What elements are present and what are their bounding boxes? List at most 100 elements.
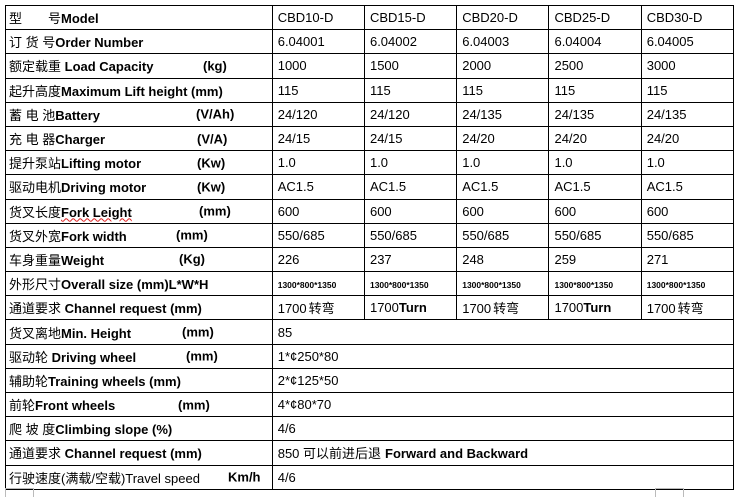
table-row: 行驶速度(满载/空载)Travel speed Km/h 4/6 xyxy=(5,464,735,490)
value-cell: CBD15-D xyxy=(363,4,458,31)
table-row: 车身重量Weight (Kg) 226 237 248 259 271 xyxy=(5,246,735,273)
cell-value: AC1.5 xyxy=(277,179,314,195)
value-cell: CBD25-D xyxy=(548,4,642,31)
cell-value: 3000 xyxy=(646,58,676,74)
row-label: 通道要求 Channel request (mm) xyxy=(5,440,273,466)
value-cell: 24/20 xyxy=(640,125,735,152)
label-en: Maximum Lift height (mm) xyxy=(61,83,223,99)
cell-value: 550/685 xyxy=(277,227,325,243)
value-cell: 271 xyxy=(640,246,735,273)
table-row: 货叉长度Fork Leight (mm) 600 600 600 600 600 xyxy=(5,198,735,224)
table-row: 驱动轮 Driving wheel (mm) 1*¢250*80 xyxy=(5,343,735,369)
cell-value: 1500 xyxy=(369,58,399,74)
cell-value: 1700 xyxy=(646,301,676,317)
table-row: 外形尺寸Overall size (mm)L*W*H 1300*800*1350 1… xyxy=(5,271,735,297)
value-cell-merged: 85 xyxy=(271,319,735,345)
value-cell: 226 xyxy=(271,246,365,273)
value-cell: 1.0 xyxy=(548,150,642,176)
cell-value: 600 xyxy=(554,203,577,219)
label-en: Load Capacity xyxy=(64,59,154,75)
value-cell: 24/120 xyxy=(271,101,365,127)
cell-value: CBD30-D xyxy=(646,10,703,26)
value-cell: 1500 xyxy=(363,53,458,79)
cell-value: 6.04002 xyxy=(369,34,417,50)
cell-suffix: Turn xyxy=(398,300,427,316)
value-cell: 6.04004 xyxy=(548,29,642,55)
table-row: 额定载重 Load Capacity (kg) 1000 1500 2000 2500 30… xyxy=(5,53,735,79)
label-en: Min. Height xyxy=(61,325,132,341)
value-cell: 1000 xyxy=(271,53,365,79)
value-cell: AC1.5 xyxy=(456,174,550,200)
label-en: Front wheels xyxy=(35,398,116,414)
value-cell: 115 xyxy=(456,77,550,103)
row-label: 起升高度Maximum Lift height (mm) xyxy=(5,77,273,103)
row-label: 行驶速度(满载/空载)Travel speed Km/h xyxy=(5,464,273,490)
cell-value: 248 xyxy=(462,251,484,267)
label-cn: 额定载重 xyxy=(9,59,65,75)
label-unit: (mm) xyxy=(182,324,214,340)
cell-value: AC1.5 xyxy=(646,179,683,195)
cell-value: 1000 xyxy=(277,58,307,74)
row-label: 订 货 号Order Number xyxy=(5,29,273,55)
label-unit: (V/Ah) xyxy=(196,106,235,122)
value-cell: 24/15 xyxy=(363,125,458,152)
label-en: Training wheels (mm) xyxy=(48,373,181,389)
table-row: 驱动电机Driving motor (Kw) AC1.5 AC1.5 AC1.5 AC1.… xyxy=(5,174,735,200)
label-cn: 外形尺寸 xyxy=(9,277,62,293)
cell-value: 24/15 xyxy=(369,131,403,147)
value-cell: 115 xyxy=(363,77,458,103)
value-cell: 1.0 xyxy=(363,150,458,176)
label-cn: 爬 坡 度 xyxy=(9,422,56,438)
cell-value: 1700 xyxy=(462,301,492,317)
value-cell: 550/685 xyxy=(548,222,642,248)
label-cn: 货叉外宽 xyxy=(9,228,62,244)
table-row: 货叉外宽Fork width (mm) 550/685 550/685 550/685 5… xyxy=(5,222,735,248)
cell-value: 600 xyxy=(646,203,669,219)
label-en: Model xyxy=(61,11,99,27)
cell-value: CBD25-D xyxy=(554,10,611,26)
cell-suffix: 转弯 xyxy=(308,301,335,317)
cell-value: 1300*800*1350 xyxy=(554,280,614,291)
label-cn: 型 号 xyxy=(9,11,62,27)
value-cell: 550/685 xyxy=(271,222,365,248)
value-cell: 1700 转弯 xyxy=(640,295,735,321)
value-cell: 24/15 xyxy=(271,125,365,152)
row-label: 额定载重 Load Capacity (kg) xyxy=(5,53,273,79)
value-cell: AC1.5 xyxy=(548,174,642,200)
cell-value: 6.04003 xyxy=(462,34,510,50)
cell-value: 24/135 xyxy=(646,106,687,122)
value-cell: 24/135 xyxy=(640,101,735,127)
label-cn: 蓄 电 池 xyxy=(9,107,56,123)
value-cell-merged: 2*¢125*50 xyxy=(271,367,735,394)
value-cell-merged: 1*¢250*80 xyxy=(271,343,735,369)
table-row: 货叉离地Min. Height (mm) 85 xyxy=(5,319,735,345)
cell-suffix: Turn xyxy=(583,300,612,316)
row-label: 爬 坡 度Climbing slope (%) xyxy=(5,416,273,442)
label-en: Lifting motor xyxy=(61,156,142,172)
value-cell: 1.0 xyxy=(456,150,550,176)
row-label: 货叉长度Fork Leight (mm) xyxy=(5,198,273,224)
cell-value: 1.0 xyxy=(277,155,296,171)
table-row: 型 号Model CBD10-D CBD15-D CBD20-D CBD25-D CBD3… xyxy=(5,4,735,31)
row-label: 辅助轮Training wheels (mm) xyxy=(5,367,273,394)
cell-value: 2*¢125*50 xyxy=(277,372,339,388)
table-row: 通道要求 Channel request (mm) 850 可以前进后退 Forwa… xyxy=(5,440,735,466)
label-cn: 货叉长度 xyxy=(9,204,62,220)
cell-value: 850 可以前进后退 xyxy=(277,446,382,462)
row-label: 前轮Front wheels (mm) xyxy=(5,391,273,418)
spec-table: 型 号Model CBD10-D CBD15-D CBD20-D CBD25-D CBD3… xyxy=(5,4,735,490)
label-en: Channel request (mm) xyxy=(64,301,202,317)
row-label: 车身重量Weight (Kg) xyxy=(5,246,273,273)
value-cell: 2000 xyxy=(456,53,550,79)
label-unit: (mm) xyxy=(186,348,218,364)
cell-value: 4*¢80*70 xyxy=(277,397,332,413)
cell-value: 24/135 xyxy=(554,106,595,122)
cell-value: 550/685 xyxy=(554,227,602,243)
cell-value: 1300*800*1350 xyxy=(646,280,706,291)
cell-value: CBD15-D xyxy=(369,10,426,26)
label-cn: 驱动电机 xyxy=(9,180,62,196)
value-cell: CBD20-D xyxy=(456,4,550,31)
cell-value: 1300*800*1350 xyxy=(369,280,429,291)
label-unit: (mm) xyxy=(176,227,208,243)
value-cell: 1700Turn xyxy=(363,295,458,321)
